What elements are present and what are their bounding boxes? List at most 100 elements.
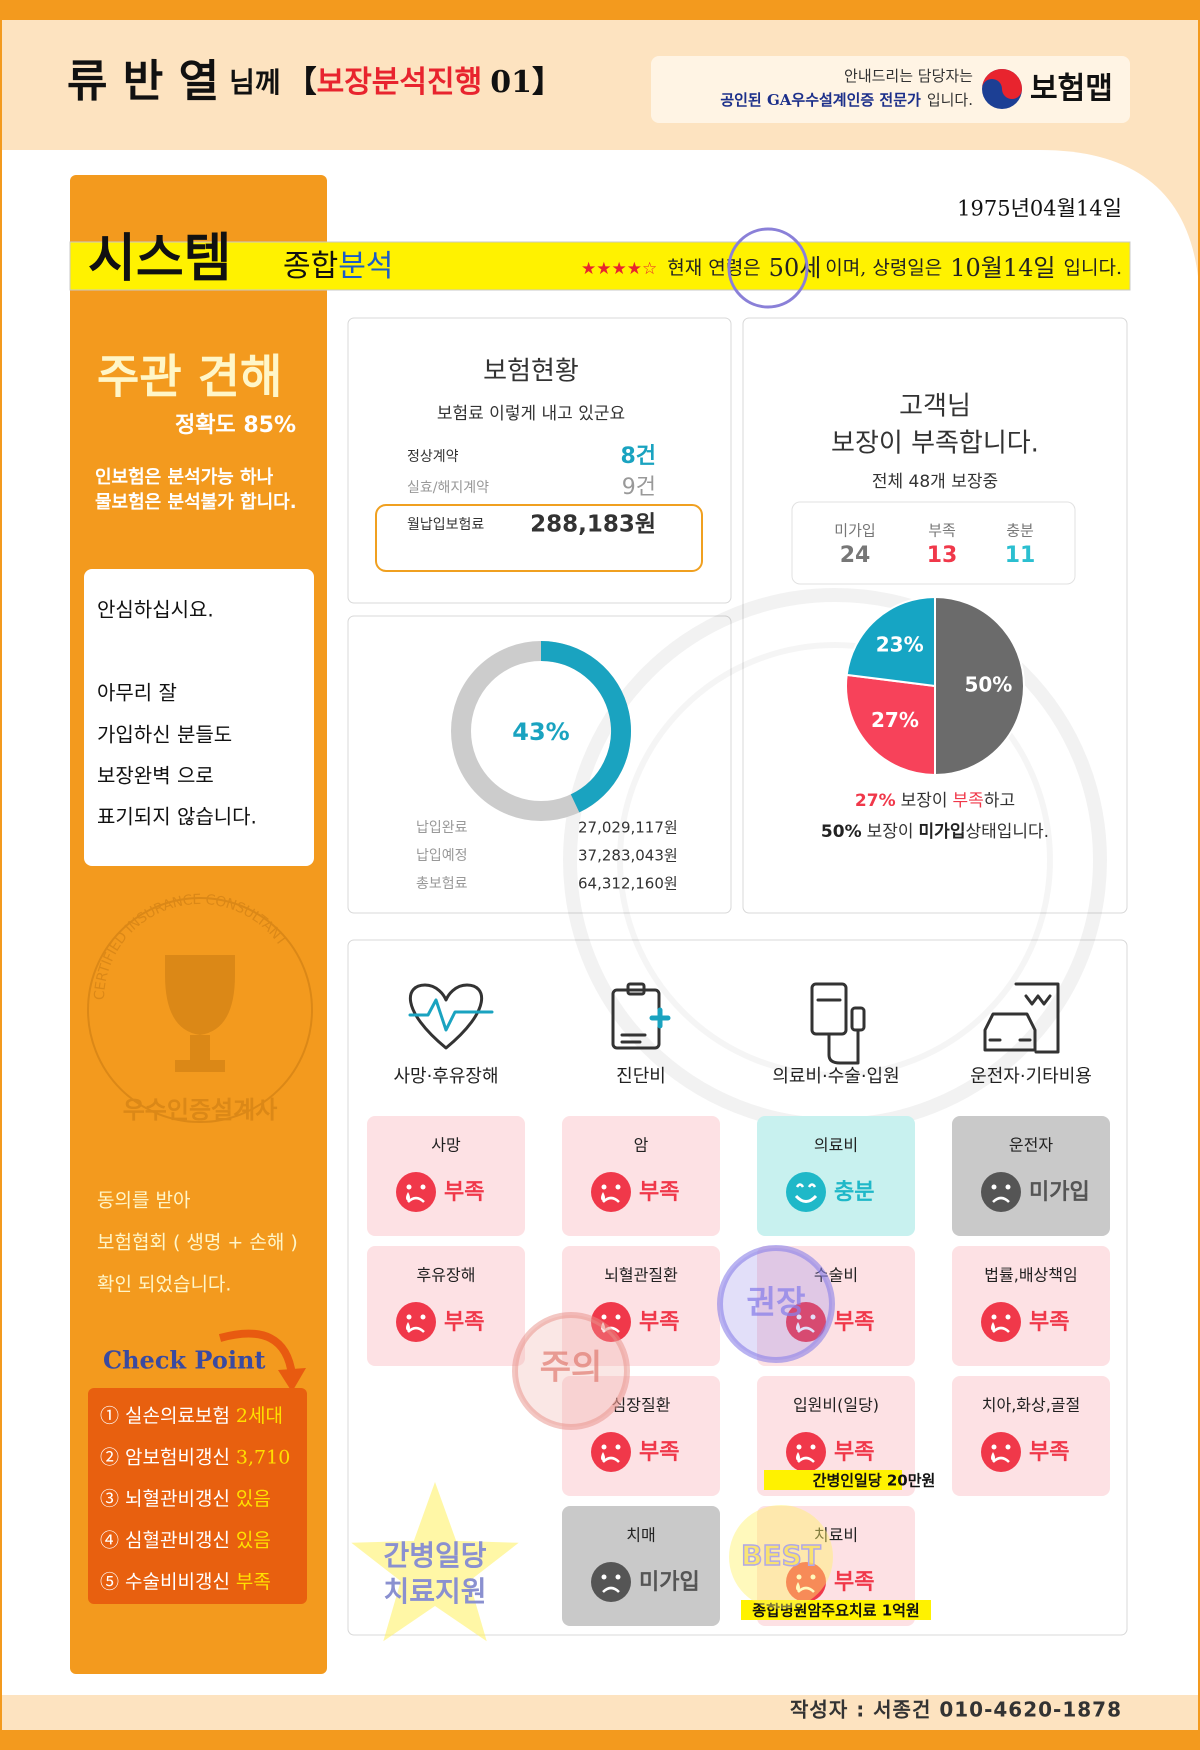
tile-name: 뇌혈관질환: [604, 1266, 678, 1285]
payment-value: 37,283,043원: [578, 847, 678, 865]
face-mouth: [992, 1326, 1010, 1333]
bottom-strip: [0, 1730, 1200, 1750]
guide-highlight: 공인된 GA우수설계인증 전문가: [720, 91, 921, 109]
status-value: 9건: [622, 475, 656, 500]
tile-name: 법률,배상책임: [984, 1266, 1077, 1285]
category-name: 의료비·수술·입원: [772, 1066, 899, 1087]
payment-label: 납입완료: [416, 820, 468, 836]
bracket: 【: [287, 65, 317, 100]
status-face: [981, 1302, 1021, 1342]
stamp-star: [351, 1482, 519, 1642]
face-mouth: [797, 1326, 815, 1333]
face-circle: [981, 1432, 1021, 1472]
category-name: 사망·후유장해: [393, 1066, 498, 1087]
face-eye: [796, 1574, 802, 1580]
status-label: 정상계약: [407, 449, 459, 465]
tile-status: 부족: [639, 1310, 679, 1335]
brand-name: 보험맵: [1030, 72, 1113, 107]
tile-status: 충분: [834, 1180, 874, 1205]
star-text: 간병일당: [383, 1539, 486, 1572]
pie-label: 23%: [876, 632, 924, 656]
face-circle: [981, 1302, 1021, 1342]
coverage-title: 보장이 부족합니다.: [831, 429, 1039, 459]
face-mouth: [992, 1456, 1010, 1463]
honorific: 님께: [229, 66, 281, 99]
age-line: ★★★★☆ 현재 연령은 50세 이며, 상령일은 10월14일 입니다.: [581, 254, 1122, 282]
face-circle: [591, 1432, 631, 1472]
stamp-text: BEST: [741, 1539, 821, 1572]
coverage-summary: 50% 보장이 미가입상태입니다.: [821, 822, 1049, 842]
status-face: [591, 1562, 631, 1602]
summary-part: 미가입: [919, 822, 966, 842]
category-name: 운전자·기타비용: [970, 1066, 1092, 1087]
tile-name: 치료비: [814, 1526, 858, 1545]
face-eye: [810, 1574, 816, 1580]
stamp-text: 권장: [747, 1283, 806, 1321]
face-eye: [406, 1184, 412, 1190]
subtitle-b: 분석: [338, 249, 393, 284]
message-line: 아무리 잘: [97, 681, 177, 705]
payment-value: 27,029,117원: [578, 819, 678, 837]
check-value: 2세대: [236, 1405, 283, 1427]
note-highlight: [764, 1470, 902, 1490]
face-mouth: [602, 1196, 620, 1203]
status-face: [981, 1432, 1021, 1472]
guide-suffix: 입니다.: [927, 91, 973, 109]
status-label: 월납입보험료: [407, 517, 484, 533]
status-face: [396, 1302, 436, 1342]
face-eye: [615, 1184, 621, 1190]
coverage-subtitle: 전체 48개 보장중: [872, 472, 998, 492]
summary-part: 부족: [953, 791, 984, 811]
check-title: Check Point: [103, 1346, 265, 1375]
face-eye: [810, 1314, 816, 1320]
accuracy: 정확도 85%: [175, 413, 296, 438]
coverage-tile: [757, 1116, 915, 1236]
message-line: 안심하십시요.: [97, 598, 214, 622]
check-value: 있음: [236, 1488, 271, 1510]
tile-status: 미가입: [639, 1570, 700, 1595]
check-item: ④ 심혈관비갱신 있음: [100, 1530, 271, 1552]
message-line: 보장완벽 으로: [97, 764, 214, 788]
consent-line: 확인 되었습니다.: [97, 1274, 231, 1296]
face-tear: [601, 1192, 605, 1201]
tile-status: 미가입: [1029, 1180, 1090, 1205]
status-subtitle: 보험료 이렇게 내고 있군요: [437, 404, 625, 424]
payment-label: 총보험료: [416, 876, 468, 892]
tile-name: 치아,화상,골절: [982, 1396, 1081, 1415]
age-text: 입니다.: [1064, 257, 1122, 279]
face-eye: [991, 1314, 997, 1320]
face-eye: [1005, 1314, 1011, 1320]
report-title: 보장분석진행: [317, 65, 483, 100]
face-eye: [615, 1314, 621, 1320]
status-face: [786, 1432, 826, 1472]
face-circle: [786, 1432, 826, 1472]
seal-watermark: [617, 642, 1053, 1078]
tile-status: 부족: [639, 1180, 679, 1205]
face-eye: [601, 1184, 607, 1190]
face-circle: [591, 1172, 631, 1212]
status-face: [981, 1172, 1021, 1212]
system-title: 시스템: [88, 229, 232, 289]
subtitle-a: 종합: [283, 249, 338, 284]
coverage-tile: [562, 1506, 720, 1626]
stamp-best: [729, 1505, 833, 1609]
summary-part: 27%: [855, 791, 896, 811]
face-circle: [786, 1172, 826, 1212]
stat-value: 11: [1005, 543, 1036, 568]
face-eyes: [795, 1183, 817, 1188]
premium-highlight: [375, 504, 703, 572]
face-circle: [786, 1302, 826, 1342]
guide-text: 공인된 GA우수설계인증 전문가 입니다.: [720, 91, 973, 109]
face-eye: [601, 1444, 607, 1450]
status-title: 보험현황: [483, 357, 579, 387]
coverage-tile: [952, 1376, 1110, 1496]
donut-label: 43%: [512, 718, 569, 746]
status-label: 실효/해지계약: [407, 480, 489, 496]
coverage-tile: [952, 1246, 1110, 1366]
customer-name: 류 반 열: [67, 56, 219, 107]
face-eye: [420, 1314, 426, 1320]
payment-card: [347, 615, 732, 914]
tile-status: 부족: [444, 1180, 484, 1205]
stamp-text: 주의: [540, 1348, 603, 1388]
